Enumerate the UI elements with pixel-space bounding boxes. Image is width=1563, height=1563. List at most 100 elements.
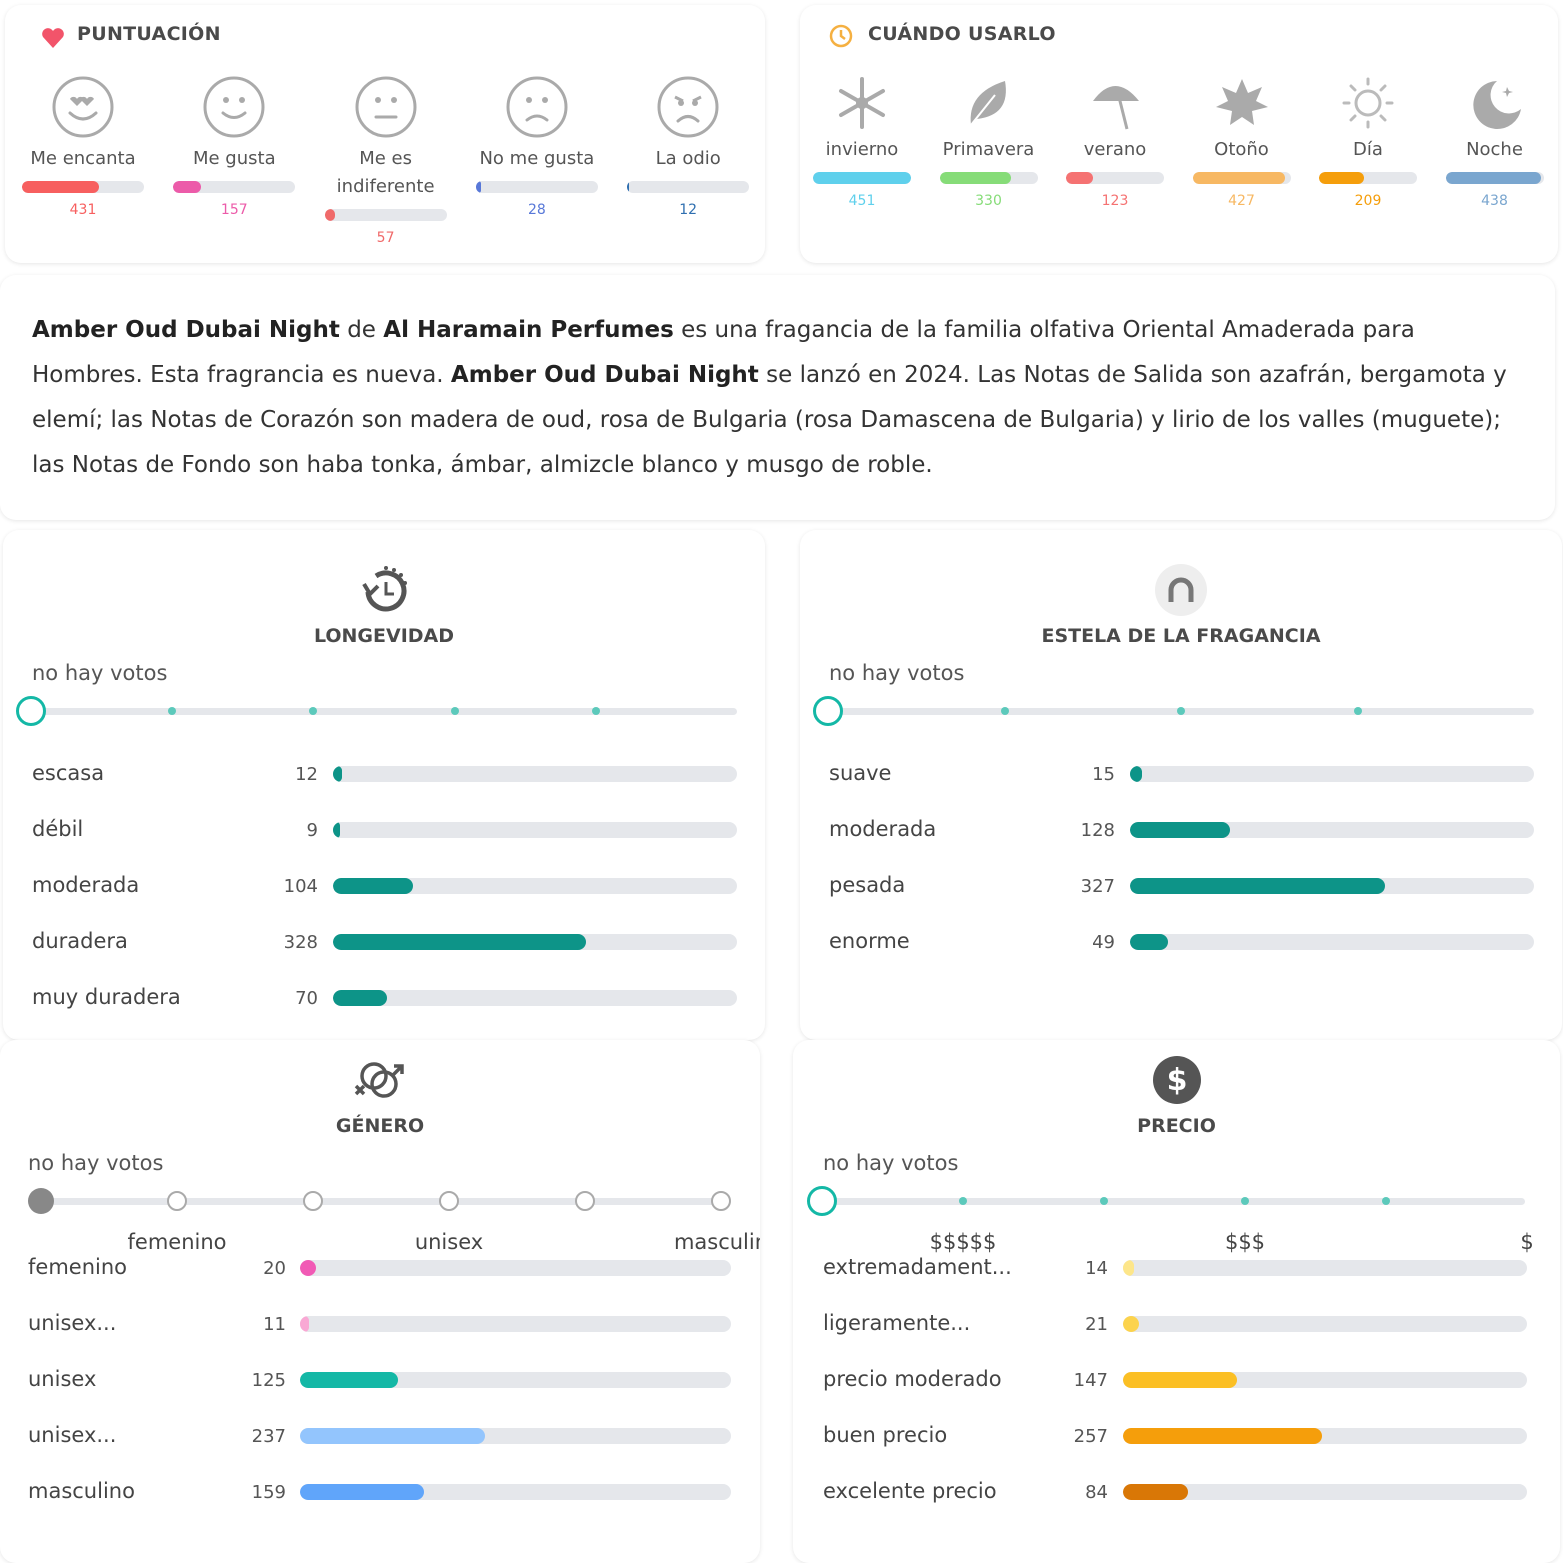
bar-track [1123, 1316, 1527, 1332]
row-label: extremadament... [823, 1255, 1012, 1279]
panel-title: PRECIO [1137, 1115, 1216, 1137]
option-icon [657, 76, 719, 138]
gender-panel: GÉNERO no hay votos femenino unisex masculin… [0, 1040, 760, 1563]
bar-track [1319, 172, 1417, 184]
bar-track [1445, 172, 1544, 184]
slider-track [31, 708, 737, 715]
heart-icon [42, 28, 64, 48]
row-label: suave [829, 761, 892, 785]
bar [939, 172, 1012, 184]
row-count: 49 [1092, 932, 1115, 953]
scale-label: femenino [127, 1230, 227, 1254]
vote-option: La odio 12 [613, 75, 763, 218]
bar-track [1192, 172, 1291, 184]
description-text: Amber Oud Dubai Night [450, 362, 759, 388]
bar [1123, 1372, 1237, 1388]
bar-track [1130, 822, 1534, 838]
option-icon [203, 76, 265, 138]
bar-track [300, 1484, 731, 1500]
row-count: 328 [283, 932, 318, 953]
bar [300, 1484, 425, 1500]
option-icon [1215, 79, 1268, 125]
option-label: No me gusta [479, 148, 595, 169]
bar [475, 181, 481, 193]
option-count: 209 [1354, 193, 1382, 209]
option-count: 451 [848, 193, 876, 209]
slider-step[interactable] [167, 1191, 187, 1211]
bar [300, 1316, 309, 1332]
bar [1123, 1260, 1134, 1276]
option-label: Día [1353, 139, 1383, 160]
bar [627, 181, 630, 193]
vote-option: Me gusta 157 [159, 75, 309, 218]
bar-track [324, 209, 447, 221]
scale-label: $$$ [1224, 1230, 1266, 1254]
row-count: 70 [295, 988, 318, 1009]
option-icon [52, 76, 114, 138]
scale-label: masculin [673, 1230, 760, 1254]
bar [1445, 172, 1541, 184]
row-label: masculino [28, 1479, 135, 1503]
gender-icon [354, 1062, 404, 1098]
bar [333, 822, 340, 838]
option-count: 427 [1228, 193, 1255, 209]
option-count: 12 [679, 202, 698, 218]
price-panel: $ PRECIO no hay votos $$$$$ $$$ $ extremadamen… [793, 1040, 1560, 1563]
bar [300, 1428, 486, 1444]
row-label: unisex... [28, 1423, 117, 1447]
option-icon [839, 77, 885, 129]
option-label: Me es indiferente [336, 148, 435, 197]
bar [333, 990, 388, 1006]
vote-option: Día 209 [1293, 75, 1443, 209]
slider-dot [1000, 707, 1009, 715]
slider-dot [309, 707, 318, 715]
slider-handle[interactable] [28, 1188, 54, 1214]
scale-label: $ [1520, 1230, 1534, 1254]
option-count: 57 [376, 230, 395, 246]
row-label: escasa [32, 761, 105, 785]
scale-label: $$$$$ [929, 1230, 997, 1254]
slider-track [822, 1198, 1525, 1205]
row-count: 104 [283, 876, 318, 897]
option-label: Me encanta [30, 148, 136, 169]
row-label: unisex [28, 1367, 97, 1391]
row-label: excelente precio [823, 1479, 997, 1503]
row-count: 84 [1085, 1482, 1108, 1503]
panel-title: LONGEVIDAD [313, 625, 455, 647]
slider-step[interactable] [711, 1191, 731, 1211]
bar [1130, 934, 1169, 950]
row-count: 20 [263, 1258, 286, 1279]
scale-label: unisex [414, 1230, 484, 1254]
slider-dot [450, 707, 459, 715]
row-count: 159 [251, 1482, 286, 1503]
bar-track [1123, 1260, 1527, 1276]
bar-track [1130, 934, 1534, 950]
bar-track [333, 822, 737, 838]
row-label: precio moderado [823, 1367, 1002, 1391]
bar [1123, 1316, 1140, 1332]
row-count: 9 [306, 820, 318, 841]
row-count: 11 [263, 1314, 286, 1335]
option-icon [1342, 77, 1394, 129]
option-icon [506, 76, 568, 138]
slider-handle[interactable] [807, 1186, 837, 1216]
bar-track [300, 1428, 731, 1444]
slider-step[interactable] [303, 1191, 323, 1211]
bar [1123, 1484, 1188, 1500]
slider-handle[interactable] [813, 696, 843, 726]
bar [333, 766, 343, 782]
bar-track [1123, 1428, 1527, 1444]
row-label: femenino [28, 1255, 127, 1279]
bar-track [813, 172, 911, 184]
option-count: 123 [1101, 193, 1129, 209]
row-count: 14 [1085, 1258, 1108, 1279]
sillage-panel: ESTELA DE LA FRAGANCIA no hay votos suave 1… [800, 530, 1562, 1040]
slider-handle[interactable] [16, 696, 46, 726]
slider-step[interactable] [575, 1191, 595, 1211]
bar-track [1123, 1372, 1527, 1388]
slider-step[interactable] [439, 1191, 459, 1211]
bar-track [300, 1260, 731, 1276]
bar-track [1066, 172, 1164, 184]
bar [173, 181, 202, 193]
